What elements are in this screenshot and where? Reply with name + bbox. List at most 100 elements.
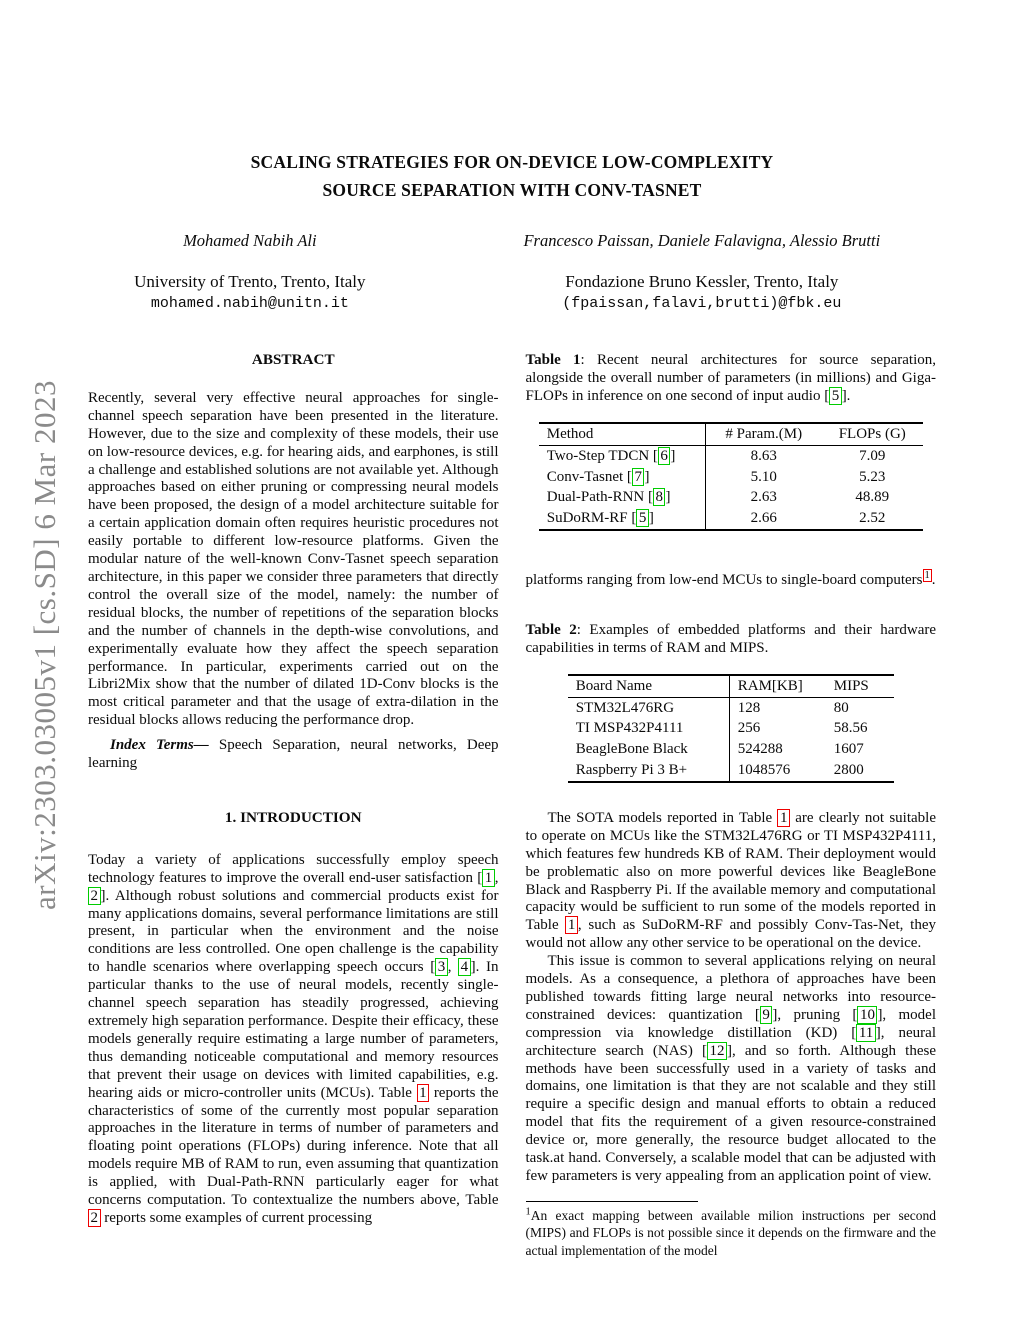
citation-link[interactable]: 2 <box>88 886 101 905</box>
text-run: platforms ranging from low-end MCUs to s… <box>525 571 923 588</box>
citation-link[interactable]: 5 <box>636 509 649 528</box>
table-row: Two-Step TDCN [6] 8.63 7.09 <box>538 445 923 467</box>
author-affiliation: Fondazione Bruno Kessler, Trento, Italy <box>565 272 839 291</box>
platforms-paragraph: platforms ranging from low-end MCUs to s… <box>525 568 937 590</box>
text-run: The SOTA models reported in Table <box>547 809 778 826</box>
author-email[interactable]: mohamed.nabih@unitn.it <box>150 295 349 312</box>
paper-header: SCALING STRATEGIES FOR ON-DEVICE LOW-COM… <box>0 0 1024 312</box>
table-header-row: Board Name RAM[KB] MIPS <box>567 674 894 698</box>
citation-link[interactable]: 3 <box>435 958 448 977</box>
text-run: , <box>447 959 459 976</box>
citation-link[interactable]: 12 <box>707 1041 727 1060</box>
text-run: reports some examples of current process… <box>100 1209 373 1226</box>
reference-link[interactable]: 2 <box>88 1208 101 1227</box>
table-cell: 2.66 <box>750 510 777 527</box>
footnote-text: 1An exact mapping between available mili… <box>526 1207 937 1259</box>
text-run: ]. <box>841 388 851 404</box>
index-terms: Index Terms— Speech Separation, neural n… <box>88 737 499 773</box>
table-row: BeagleBone Black 524288 1607 <box>567 739 894 761</box>
author-email[interactable]: (fpaissan,falavi,brutti)@fbk.eu <box>562 295 842 312</box>
author-block: Mohamed Nabih Ali University of Trento, … <box>60 231 964 312</box>
table-row: TI MSP432P4111 256 58.56 <box>567 718 894 740</box>
table-cell: 5.10 <box>750 468 777 485</box>
reference-link[interactable]: 1 <box>416 1083 430 1102</box>
issue-paragraph: This issue is common to several applicat… <box>526 953 937 1186</box>
citation-link[interactable]: 8 <box>652 488 666 507</box>
text-run: Speech Separation, neural networks, Deep… <box>88 737 499 772</box>
text-run: , such as SuDoRM-RF and possibly Conv-Ta… <box>525 917 937 952</box>
author-name: Francesco Paissan, Daniele Falavigna, Al… <box>523 231 881 250</box>
table1-caption: Table 1: Recent neural architectures for… <box>525 351 936 405</box>
text-run: Dual-Path-RNN [ <box>546 489 653 506</box>
table-cell: 128 <box>737 699 761 716</box>
reference-link[interactable]: 1 <box>922 568 932 582</box>
footnote-rule <box>525 1200 698 1202</box>
table-cell: 1048576 <box>737 762 791 779</box>
table-cell: 7.09 <box>859 447 886 464</box>
table-cell: SuDoRM-RF [5] <box>538 508 706 530</box>
citation-link[interactable]: 9 <box>759 1005 773 1024</box>
text-run: ], pruning [ <box>772 1006 858 1023</box>
table1: Method # Param.(M) FLOPs (G) Two-Step TD… <box>538 422 923 531</box>
table-cell: 2.63 <box>750 489 777 506</box>
arxiv-watermark: arXiv:2303.03005v1 [cs.SD] 6 Mar 2023 <box>27 380 62 910</box>
table-cell: BeagleBone Black <box>567 739 730 761</box>
paper-title: SCALING STRATEGIES FOR ON-DEVICE LOW-COM… <box>0 149 1024 204</box>
table2-caption: Table 2: Examples of embedded platforms … <box>526 621 937 657</box>
section-heading-introduction: 1. INTRODUCTION <box>224 808 362 826</box>
text-run: : Examples of embedded platforms and the… <box>525 621 937 656</box>
text-run: Today a variety of applications successf… <box>88 851 499 886</box>
column-header-params: # Param.(M) <box>705 423 822 446</box>
citation-link[interactable]: 5 <box>829 387 842 405</box>
text-run: ] <box>665 489 671 506</box>
table-cell: 80 <box>833 699 849 716</box>
intro-paragraph: Today a variety of applications successf… <box>88 852 499 1228</box>
table-cell: TI MSP432P4111 <box>567 718 730 740</box>
table-cell: 2800 <box>833 762 864 779</box>
citation-link[interactable]: 11 <box>856 1023 876 1042</box>
table2-body: STM32L476RG 128 80 TI MSP432P4111 256 58.56 Be… <box>567 697 894 782</box>
table-row: Raspberry Pi 3 B+ 1048576 2800 <box>567 760 894 782</box>
text-run: 1 <box>525 1206 531 1218</box>
author-affiliation: University of Trento, Trento, Italy <box>134 272 366 291</box>
citation-link[interactable]: 6 <box>657 446 671 465</box>
column-header-flops: FLOPs (G) <box>821 423 923 446</box>
table-header-row: Method # Param.(M) FLOPs (G) <box>538 423 923 446</box>
text-run: are clearly not suitable to operate on M… <box>525 809 937 934</box>
table-row: Dual-Path-RNN [8] 2.63 48.89 <box>538 487 923 509</box>
text-run: ] <box>648 510 654 527</box>
text-run: Conv-Tasnet [ <box>546 468 632 485</box>
table-cell: Dual-Path-RNN [8] <box>538 487 706 509</box>
citation-link[interactable]: 4 <box>458 958 471 977</box>
text-run: ], and so forth. Although these methods … <box>525 1042 937 1184</box>
text-run: SuDoRM-RF [ <box>546 510 637 527</box>
text-run: ], neural architecture search (NAS) [ <box>525 1024 937 1059</box>
table-cell: 58.56 <box>833 720 868 737</box>
author-name: Mohamed Nabih Ali <box>183 231 317 250</box>
reference-link[interactable]: 1 <box>565 916 578 935</box>
text-run: Table 2 <box>525 621 577 638</box>
sota-paragraph: The SOTA models reported in Table 1 are … <box>525 808 937 953</box>
citation-link[interactable]: 1 <box>482 868 495 887</box>
reference-link[interactable]: 1 <box>777 808 790 827</box>
author-group-left: Mohamed Nabih Ali University of Trento, … <box>60 231 440 312</box>
table-cell: 1607 <box>833 741 864 758</box>
citation-link[interactable]: 7 <box>631 467 645 486</box>
citation-link[interactable]: 10 <box>857 1005 878 1024</box>
table-row: STM32L476RG 128 80 <box>567 697 894 719</box>
table-cell: Conv-Tasnet [7] <box>538 466 706 488</box>
column-header-ram: RAM[KB] <box>729 674 826 698</box>
table-cell: STM32L476RG <box>567 697 730 719</box>
text-run: ] <box>670 447 676 464</box>
column-header-method: Method <box>538 423 706 446</box>
text-run: Table 1 <box>525 352 581 368</box>
table-cell: Two-Step TDCN [6] <box>538 445 706 467</box>
left-column: ABSTRACT Recently, several very effectiv… <box>88 351 499 1259</box>
table-cell: 256 <box>737 720 761 737</box>
table2: Board Name RAM[KB] MIPS STM32L476RG 128 80… <box>567 673 894 783</box>
column-header-mips: MIPS <box>825 674 894 698</box>
table-cell: 48.89 <box>855 489 890 506</box>
text-run: ]. Although robust solutions and commerc… <box>88 887 499 976</box>
text-run: Two-Step TDCN [ <box>546 447 658 464</box>
